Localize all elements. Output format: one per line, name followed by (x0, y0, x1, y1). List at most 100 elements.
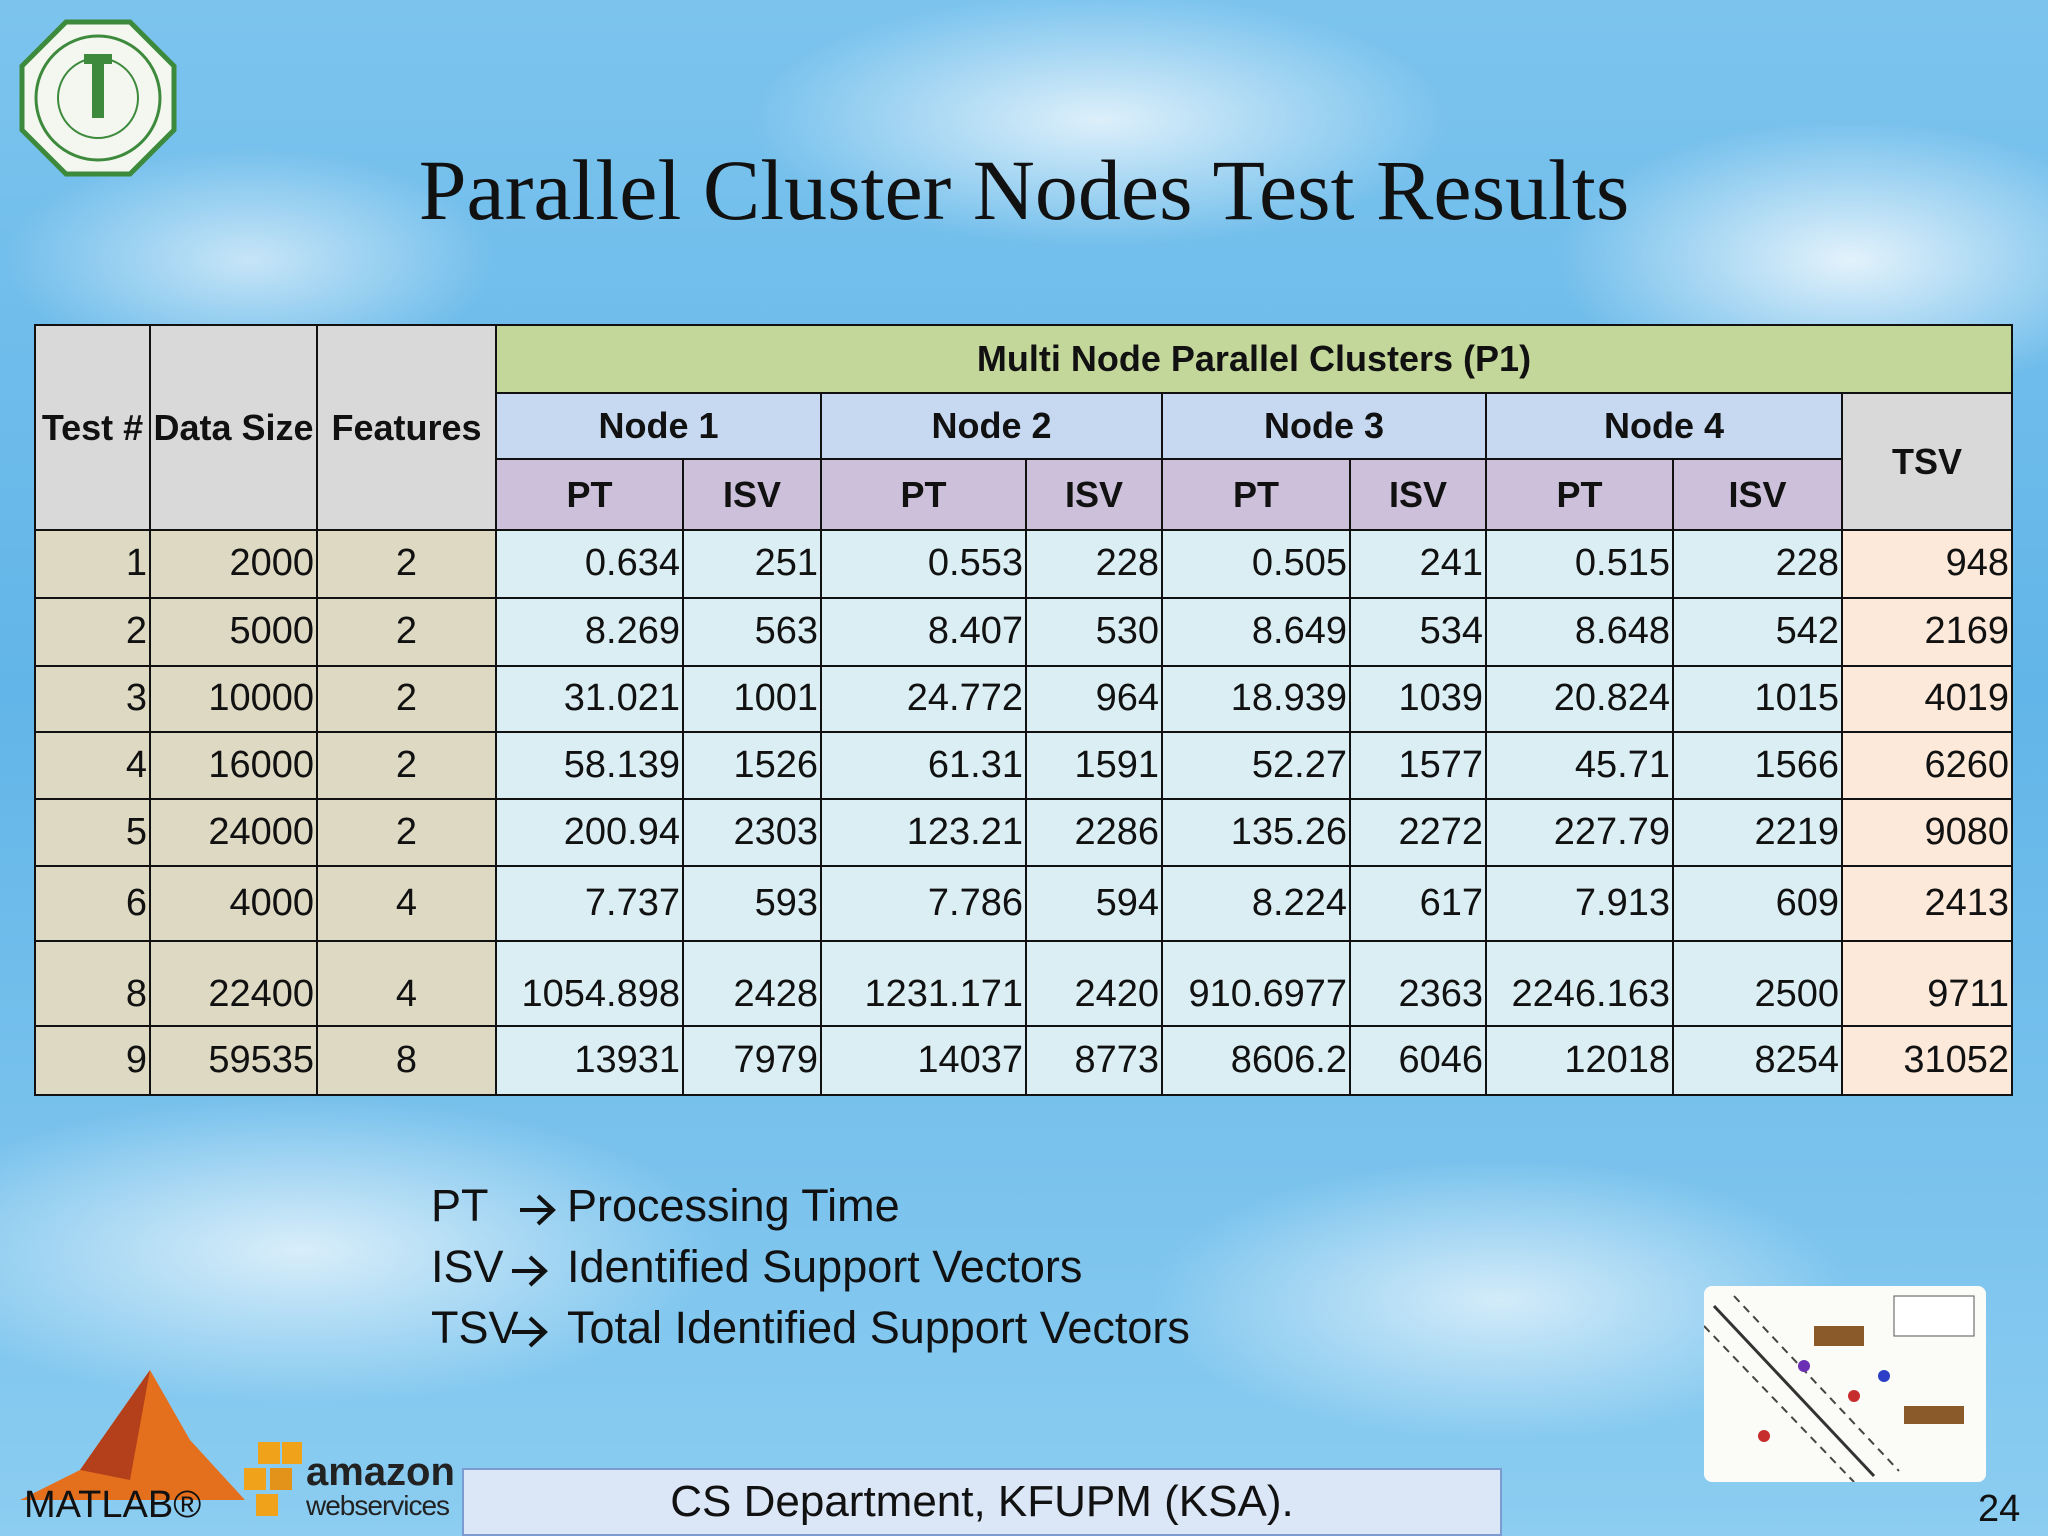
table-cell: 542 (1672, 597, 1843, 667)
sub-header: PT (1161, 458, 1351, 531)
table-cell: 2246.163 (1485, 940, 1674, 1027)
table-cell: 8.224 (1161, 865, 1351, 942)
table-cell: 2428 (682, 940, 822, 1027)
node-header: Node 2 (820, 392, 1163, 460)
table-cell: 2286 (1025, 798, 1163, 867)
total-header: TSV (1841, 392, 2013, 531)
table-cell: 948 (1841, 529, 2013, 599)
table-cell: 7.913 (1485, 865, 1674, 942)
legend-arrow (512, 1316, 548, 1348)
table-cell: 593 (682, 865, 822, 942)
table-cell: 2272 (1349, 798, 1487, 867)
table-cell: 1039 (1349, 665, 1487, 733)
table-cell: 31.021 (495, 665, 684, 733)
table-cell: 8254 (1672, 1025, 1843, 1096)
legend-meaning: Processing Time (567, 1180, 900, 1231)
table-cell: 8 (34, 940, 151, 1027)
table-cell: 0.553 (820, 529, 1027, 599)
table-cell: 200.94 (495, 798, 684, 867)
table-cell: 7.786 (820, 865, 1027, 942)
legend-arrow (512, 1255, 548, 1287)
table-cell: 6046 (1349, 1025, 1487, 1096)
table-cell: 2 (316, 665, 497, 733)
matlab-label: MATLAB® (24, 1484, 202, 1526)
table-cell: 8 (316, 1025, 497, 1096)
table-cell: 0.515 (1485, 529, 1674, 599)
table-cell: 1015 (1672, 665, 1843, 733)
table-cell: 8606.2 (1161, 1025, 1351, 1096)
aws-cubes (244, 1442, 302, 1516)
university-logo (19, 19, 177, 177)
table-cell: 20.824 (1485, 665, 1674, 733)
matlab-logo (20, 1370, 245, 1500)
table-cell: 617 (1349, 865, 1487, 942)
table-cell: 530 (1025, 597, 1163, 667)
sub-header: PT (495, 458, 684, 531)
table-cell: 5 (34, 798, 151, 867)
table-cell: 0.634 (495, 529, 684, 599)
table-cell: 24.772 (820, 665, 1027, 733)
sub-header: PT (1485, 458, 1674, 531)
table-cell: 609 (1672, 865, 1843, 942)
table-cell: 5000 (149, 597, 318, 667)
table-cell: 18.939 (1161, 665, 1351, 733)
sub-header: ISV (1349, 458, 1487, 531)
table-cell: 910.6977 (1161, 940, 1351, 1027)
column-header: Data Size (149, 324, 318, 531)
table-cell: 2 (316, 798, 497, 867)
table-cell: 9080 (1841, 798, 2013, 867)
table-cell: 4 (316, 940, 497, 1027)
page-number: 24 (1978, 1488, 2021, 1530)
sub-header: PT (820, 458, 1027, 531)
table-cell: 4019 (1841, 665, 2013, 733)
table-cell: 241 (1349, 529, 1487, 599)
table-cell: 1526 (682, 731, 822, 800)
table-cell: 8.649 (1161, 597, 1351, 667)
legend-meaning: Total Identified Support Vectors (567, 1302, 1190, 1353)
legend-arrow (520, 1194, 556, 1226)
table-cell: 13931 (495, 1025, 684, 1096)
table-cell: 2169 (1841, 597, 2013, 667)
table-cell: 0.505 (1161, 529, 1351, 599)
table-cell: 228 (1672, 529, 1843, 599)
table-cell: 7.737 (495, 865, 684, 942)
table-cell: 24000 (149, 798, 318, 867)
table-cell: 594 (1025, 865, 1163, 942)
table-cell: 58.139 (495, 731, 684, 800)
table-cell: 8.648 (1485, 597, 1674, 667)
table-cell: 123.21 (820, 798, 1027, 867)
column-header: Test # (34, 324, 151, 531)
table-cell: 12018 (1485, 1025, 1674, 1096)
table-cell: 7979 (682, 1025, 822, 1096)
table-cell: 14037 (820, 1025, 1027, 1096)
table-cell: 2000 (149, 529, 318, 599)
table-cell: 1591 (1025, 731, 1163, 800)
table-cell: 59535 (149, 1025, 318, 1096)
column-header: Features (316, 324, 497, 531)
table-cell: 4 (34, 731, 151, 800)
table-cell: 1577 (1349, 731, 1487, 800)
table-cell: 31052 (1841, 1025, 2013, 1096)
node-header: Node 4 (1485, 392, 1843, 460)
table-cell: 6260 (1841, 731, 2013, 800)
table-cell: 4 (316, 865, 497, 942)
table-cell: 8.407 (820, 597, 1027, 667)
aws-wordmark: amazon (306, 1450, 455, 1494)
table-cell: 10000 (149, 665, 318, 733)
table-cell: 4000 (149, 865, 318, 942)
legend-term: TSV (431, 1302, 519, 1353)
sub-header: ISV (1672, 458, 1843, 531)
svm-diagram (1704, 1286, 1986, 1482)
table-cell: 2500 (1672, 940, 1843, 1027)
table-cell: 2303 (682, 798, 822, 867)
table-cell: 22400 (149, 940, 318, 1027)
table-cell: 1566 (1672, 731, 1843, 800)
table-cell: 2 (34, 597, 151, 667)
table-cell: 9711 (1841, 940, 2013, 1027)
table-cell: 2 (316, 597, 497, 667)
table-cell: 61.31 (820, 731, 1027, 800)
node-header: Node 1 (495, 392, 822, 460)
table-cell: 6 (34, 865, 151, 942)
table-cell: 3 (34, 665, 151, 733)
